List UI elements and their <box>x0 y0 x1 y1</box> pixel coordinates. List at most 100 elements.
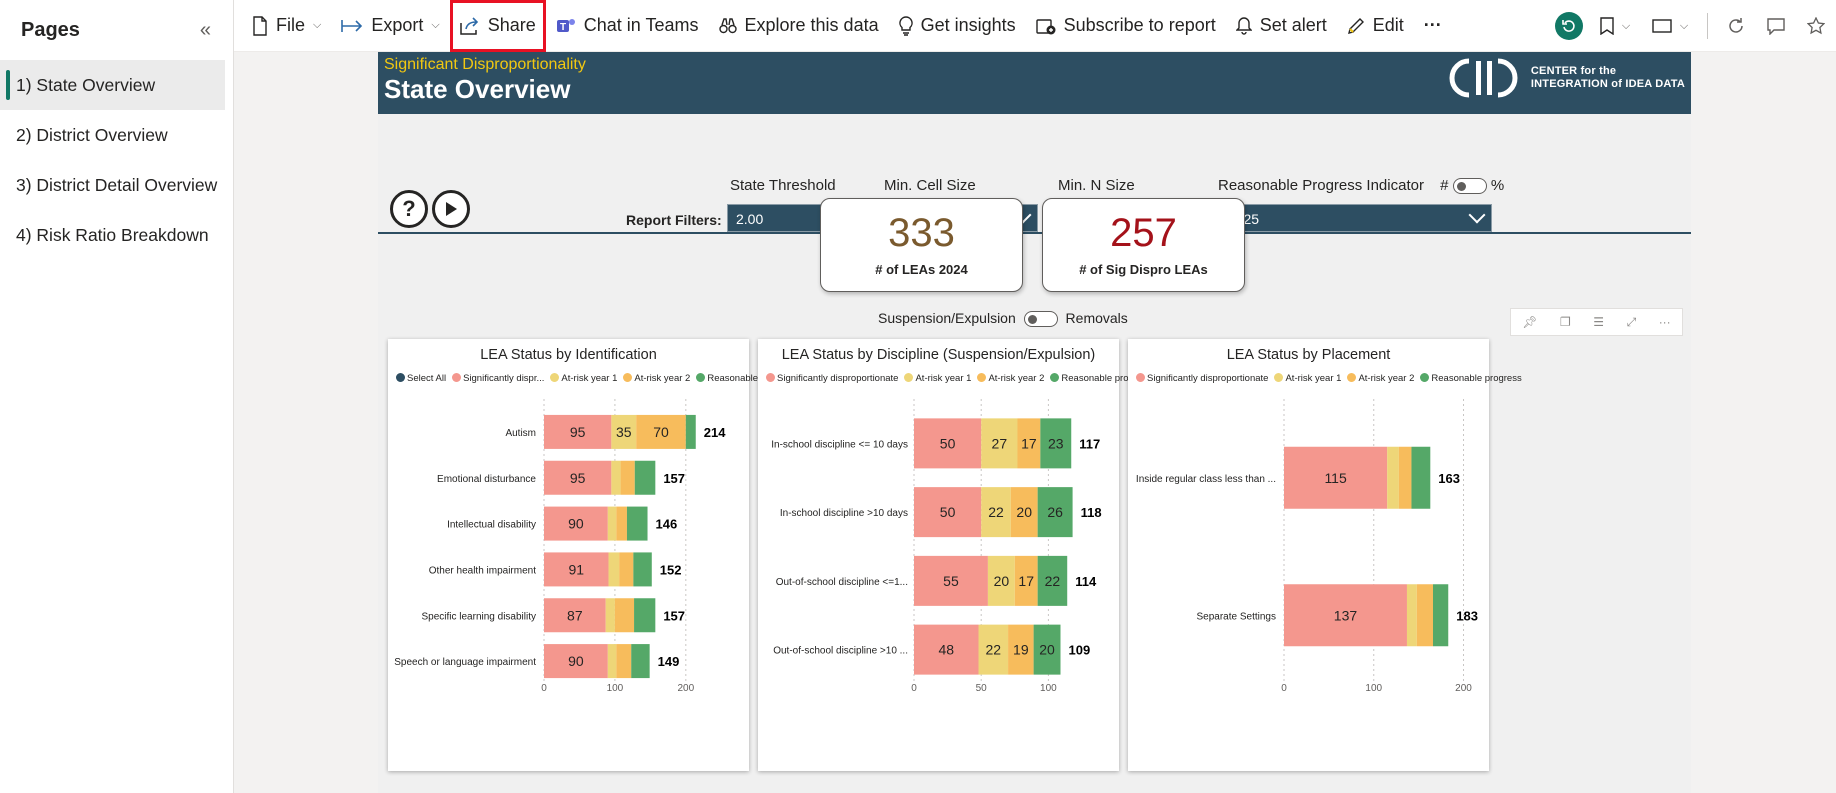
play-button[interactable] <box>432 190 470 228</box>
bar-segment[interactable] <box>607 644 617 679</box>
legend-item[interactable]: Significantly dispr... <box>452 373 544 384</box>
bar-segment[interactable] <box>1040 418 1072 469</box>
bar-segment[interactable] <box>634 460 656 495</box>
bar-segment[interactable] <box>1284 584 1407 647</box>
state-threshold-dropdown[interactable]: 2.00 <box>727 204 845 232</box>
bar-segment[interactable] <box>1033 624 1061 675</box>
bar-segment[interactable] <box>685 414 696 449</box>
chart-legend: Significantly disproportionate At-risk ye… <box>766 373 1152 384</box>
page-item-risk-ratio-breakdown[interactable]: 4) Risk Ratio Breakdown <box>0 210 225 260</box>
bar-segment[interactable] <box>611 460 621 495</box>
subscribe-button[interactable]: Subscribe to report <box>1026 0 1226 52</box>
favorite-button[interactable] <box>1796 0 1836 52</box>
bar-segment[interactable] <box>1284 446 1388 509</box>
bar-segment[interactable] <box>1411 446 1431 509</box>
bar-segment[interactable] <box>633 552 652 587</box>
legend-item[interactable]: Significantly disproportionate <box>1136 373 1268 384</box>
export-menu-button[interactable]: Export ⌵ <box>331 0 449 52</box>
page-item-state-overview[interactable]: 1) State Overview <box>0 60 225 110</box>
bar-segment[interactable] <box>914 487 982 538</box>
discipline-toggle[interactable] <box>1023 311 1058 328</box>
focus-mode-icon[interactable]: ⤢ <box>1626 314 1637 329</box>
bar-segment[interactable] <box>544 598 606 633</box>
legend-item[interactable]: At-risk year 2 <box>623 373 690 384</box>
chat-in-teams-button[interactable]: T Chat in Teams <box>546 0 709 52</box>
more-options-button[interactable]: ··· <box>1414 0 1452 52</box>
legend-item[interactable]: Select All <box>396 373 446 384</box>
bar-segment[interactable] <box>544 460 612 495</box>
x-tick-label: 200 <box>677 683 694 694</box>
set-alert-button[interactable]: Set alert <box>1226 0 1337 52</box>
page-item-district-detail-overview[interactable]: 3) District Detail Overview <box>0 160 225 210</box>
bar-segment[interactable] <box>608 552 620 587</box>
legend-item[interactable]: Reasonable progress <box>1420 373 1522 384</box>
bar-segment[interactable] <box>978 624 1009 675</box>
bar-segment[interactable] <box>634 598 656 633</box>
bar-segment[interactable] <box>544 644 608 679</box>
bar-segment[interactable] <box>544 552 609 587</box>
refresh-button[interactable] <box>1716 0 1756 52</box>
bar-segment[interactable] <box>605 598 615 633</box>
bar-segment[interactable] <box>1416 584 1433 647</box>
explore-data-button[interactable]: Explore this data <box>709 0 889 52</box>
rpi-dropdown[interactable]: 0.025 <box>1215 204 1492 232</box>
bar-segment[interactable] <box>1010 487 1038 538</box>
bar-segment[interactable] <box>616 644 632 679</box>
file-menu-button[interactable]: File ⌵ <box>242 0 331 52</box>
comments-button[interactable] <box>1756 0 1796 52</box>
bar-segment[interactable] <box>1406 584 1417 647</box>
get-insights-button[interactable]: Get insights <box>889 0 1026 52</box>
bar-segment[interactable] <box>914 624 979 675</box>
bar-segment[interactable] <box>1017 418 1041 469</box>
more-options-icon[interactable]: ··· <box>1658 315 1671 329</box>
bookmark-button[interactable]: ⌵ <box>1589 0 1641 52</box>
rpi-toggle[interactable] <box>1452 178 1487 195</box>
bar-segment[interactable] <box>611 414 637 449</box>
chart-title: LEA Status by Discipline (Suspension/Exp… <box>781 347 1096 363</box>
bar-segment[interactable] <box>636 414 686 449</box>
bar-segment[interactable] <box>1387 446 1399 509</box>
bar-segment[interactable] <box>614 598 635 633</box>
bar-segment[interactable] <box>1432 584 1449 647</box>
bar-segment[interactable] <box>626 506 648 541</box>
copy-icon[interactable]: ❐ <box>1560 315 1571 329</box>
bar-segment[interactable] <box>619 552 634 587</box>
bar-segment[interactable] <box>544 414 612 449</box>
reset-button[interactable] <box>1549 0 1589 52</box>
chart-title: LEA Status by Placement <box>1226 347 1391 363</box>
bar-segment[interactable] <box>1008 624 1034 675</box>
legend-item[interactable]: Reasonable progress <box>1050 373 1152 384</box>
bar-segment[interactable] <box>620 460 635 495</box>
page-item-district-overview[interactable]: 2) District Overview <box>0 110 225 160</box>
legend-item[interactable]: At-risk year 1 <box>904 373 971 384</box>
pin-icon[interactable]: 📌︎ <box>1522 315 1538 329</box>
share-button[interactable]: Share <box>449 0 546 52</box>
bar-segment[interactable] <box>544 506 608 541</box>
bar-segment[interactable] <box>987 555 1015 606</box>
legend-item[interactable]: At-risk year 2 <box>977 373 1044 384</box>
subscribe-icon <box>1035 18 1056 34</box>
legend-item[interactable]: At-risk year 1 <box>550 373 617 384</box>
bar-segment[interactable] <box>1037 487 1073 538</box>
legend-item[interactable]: Reasonable pro... <box>696 373 782 384</box>
bar-segment[interactable] <box>981 418 1018 469</box>
edit-button[interactable]: Edit <box>1337 0 1414 52</box>
bar-segment[interactable] <box>1014 555 1038 606</box>
bar-segment[interactable] <box>616 506 627 541</box>
play-icon <box>446 202 457 216</box>
legend-item[interactable]: Significantly disproportionate <box>766 373 898 384</box>
bar-segment[interactable] <box>981 487 1011 538</box>
legend-item[interactable]: At-risk year 1 <box>1274 373 1341 384</box>
filter-icon[interactable]: ☰ <box>1593 315 1605 329</box>
chart-card-placement: LEA Status by Placement Significantly di… <box>1128 339 1522 771</box>
view-button[interactable]: ⌵ <box>1641 0 1699 52</box>
bar-segment[interactable] <box>1398 446 1412 509</box>
help-button[interactable]: ? <box>390 190 428 228</box>
bar-segment[interactable] <box>914 555 988 606</box>
legend-item[interactable]: At-risk year 2 <box>1347 373 1414 384</box>
bar-segment[interactable] <box>631 644 650 679</box>
bar-segment[interactable] <box>914 418 982 469</box>
bar-segment[interactable] <box>1037 555 1068 606</box>
bar-segment[interactable] <box>607 506 617 541</box>
collapse-pane-icon[interactable]: « <box>199 18 211 41</box>
